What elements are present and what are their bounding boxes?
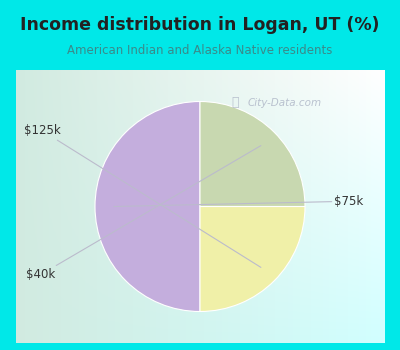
Text: American Indian and Alaska Native residents: American Indian and Alaska Native reside…: [67, 44, 333, 57]
Text: $125k: $125k: [24, 124, 261, 267]
Wedge shape: [200, 206, 305, 312]
Text: Income distribution in Logan, UT (%): Income distribution in Logan, UT (%): [20, 16, 380, 34]
Text: $75k: $75k: [114, 195, 364, 208]
Text: ⓘ: ⓘ: [231, 96, 239, 109]
Wedge shape: [95, 102, 200, 312]
Text: $40k: $40k: [26, 146, 261, 281]
Wedge shape: [200, 102, 305, 206]
Text: City-Data.com: City-Data.com: [248, 98, 322, 108]
